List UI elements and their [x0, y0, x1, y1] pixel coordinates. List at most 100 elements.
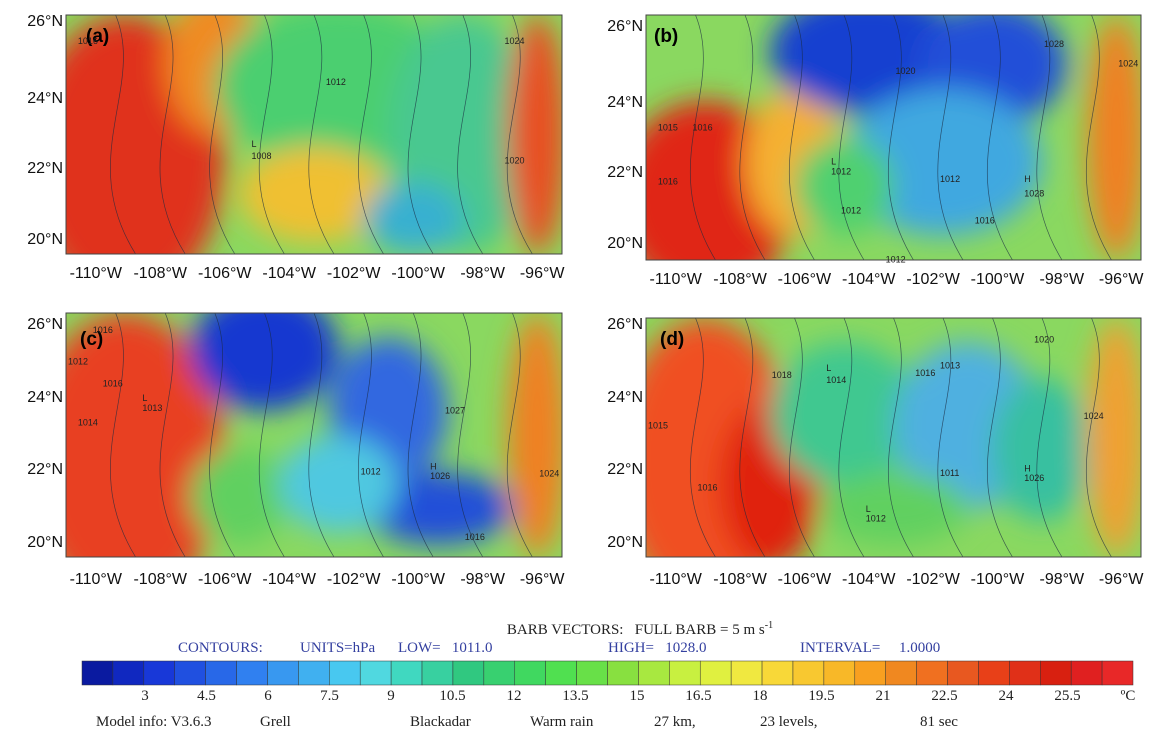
lon-label: -98°W: [1039, 271, 1085, 288]
isobar: [1085, 318, 1112, 557]
contour-label: 1016: [698, 483, 718, 493]
colorbar-swatch: [329, 660, 361, 686]
contour-label: 1027: [445, 405, 465, 415]
colorbar-label: 7.5: [320, 688, 339, 704]
colorbar-swatch: [545, 660, 577, 686]
contour-label: 1012: [68, 356, 88, 366]
temperature-blob: [819, 473, 968, 546]
isobar: [1036, 15, 1063, 260]
colorbar-label: 22.5: [931, 688, 957, 704]
isobar: [110, 313, 136, 557]
colorbar-label: 16.5: [685, 688, 711, 704]
colorbar-swatch: [1070, 660, 1103, 686]
low: LOW= 1011.0: [398, 640, 493, 656]
isobar: [788, 15, 815, 260]
colorbar-swatch: [854, 660, 886, 686]
isobar: [739, 318, 766, 557]
isobar: [1036, 318, 1063, 557]
colorbar-swatch: [514, 660, 546, 686]
contours: CONTOURS:: [178, 640, 263, 656]
map-frame: [65, 14, 563, 255]
lat-label: 24°N: [607, 389, 643, 406]
colorbar-swatch: [1101, 660, 1134, 686]
temperature-blob: [769, 15, 968, 113]
lon-label: -96°W: [520, 571, 566, 588]
colorbar-swatch: [174, 660, 206, 686]
model-info: Warm rain: [530, 714, 594, 730]
isobar: [358, 313, 384, 557]
lat-label: 26°N: [607, 316, 643, 333]
contour-label: 1016: [78, 36, 98, 46]
lon-label: -110°W: [650, 571, 703, 588]
lon-label: -108°W: [133, 571, 187, 588]
colorbar-swatch: [267, 660, 299, 686]
temperature-blob: [190, 447, 290, 545]
colorbar-swatch: [390, 660, 423, 686]
map-field: [66, 313, 562, 557]
contour-label: 1012: [841, 206, 861, 216]
contour-label: 1014: [78, 417, 98, 427]
lon-label: -106°W: [778, 571, 832, 588]
contour-label: 1012: [831, 166, 851, 176]
contour-label: 1015: [648, 420, 668, 430]
contour-label: 1011: [940, 468, 959, 478]
colorbar-label: 18: [753, 688, 768, 704]
model-info: Grell: [260, 714, 291, 730]
isobar: [110, 15, 136, 254]
isobar: [838, 318, 865, 557]
isobar: [258, 15, 285, 254]
temperature-blob: [363, 182, 463, 254]
lon-label: -102°W: [906, 571, 960, 588]
colorbar-swatch: [1009, 660, 1041, 686]
isobar: [506, 15, 533, 254]
isobar: [457, 15, 484, 254]
lon-label: -104°W: [842, 271, 896, 288]
colorbar-swatch: [483, 660, 516, 686]
colorbar-label: 19.5: [808, 688, 834, 704]
colorbar-unit: ºC: [1121, 688, 1136, 704]
lat-label: 22°N: [607, 461, 643, 478]
colorbar-label: 12: [507, 688, 522, 704]
model-info: Blackadar: [410, 714, 471, 730]
lon-label: -102°W: [327, 265, 381, 282]
isobar: [887, 318, 914, 557]
colorbar-swatch: [638, 660, 670, 686]
lon-label: -106°W: [778, 271, 832, 288]
lat-label: 26°N: [27, 13, 63, 30]
temperature-blob: [363, 471, 513, 545]
colorbar-swatch: [236, 660, 268, 686]
colorbar-swatch: [205, 660, 237, 686]
lon-label: -102°W: [906, 271, 960, 288]
colorbar-swatch: [947, 660, 979, 686]
colorbar-swatch: [978, 660, 1010, 686]
lat-label: 26°N: [27, 316, 63, 333]
isobar: [407, 313, 434, 557]
contour-label: L: [826, 363, 831, 373]
contour-label: 1013: [940, 361, 960, 371]
isobar: [788, 318, 815, 557]
lat-label: 20°N: [607, 235, 643, 252]
temperature-blob: [239, 146, 389, 243]
map-panel: (a)1016 1012 1024 L 1008 1020 26°N 24°N 22°N 20°N…: [27, 13, 565, 282]
contour-label: 1024: [1118, 59, 1138, 69]
colorbar-swatch: [699, 660, 732, 686]
barb-label: BARB VECTORS: FULL BARB = 5 m s: [507, 622, 765, 638]
lat-label: 20°N: [27, 534, 63, 551]
temperature-field: [66, 15, 562, 254]
contour-label: L: [142, 393, 147, 403]
isobar: [506, 313, 533, 557]
lon-label: -104°W: [842, 571, 896, 588]
contour-label: H: [1024, 174, 1031, 184]
colorbar-swatch: [669, 660, 701, 686]
contour-label: 1016: [658, 176, 678, 186]
contour-label: 1018: [772, 370, 792, 380]
temperature-blob: [794, 137, 894, 236]
temperature-blob: [279, 435, 399, 533]
isobar: [689, 15, 716, 260]
lat-label: 24°N: [27, 90, 63, 107]
contour-label: 1016: [693, 122, 713, 132]
colorbar-label: 13.5: [562, 688, 588, 704]
contour-label: 1020: [896, 66, 916, 76]
lon-label: -100°W: [391, 265, 445, 282]
